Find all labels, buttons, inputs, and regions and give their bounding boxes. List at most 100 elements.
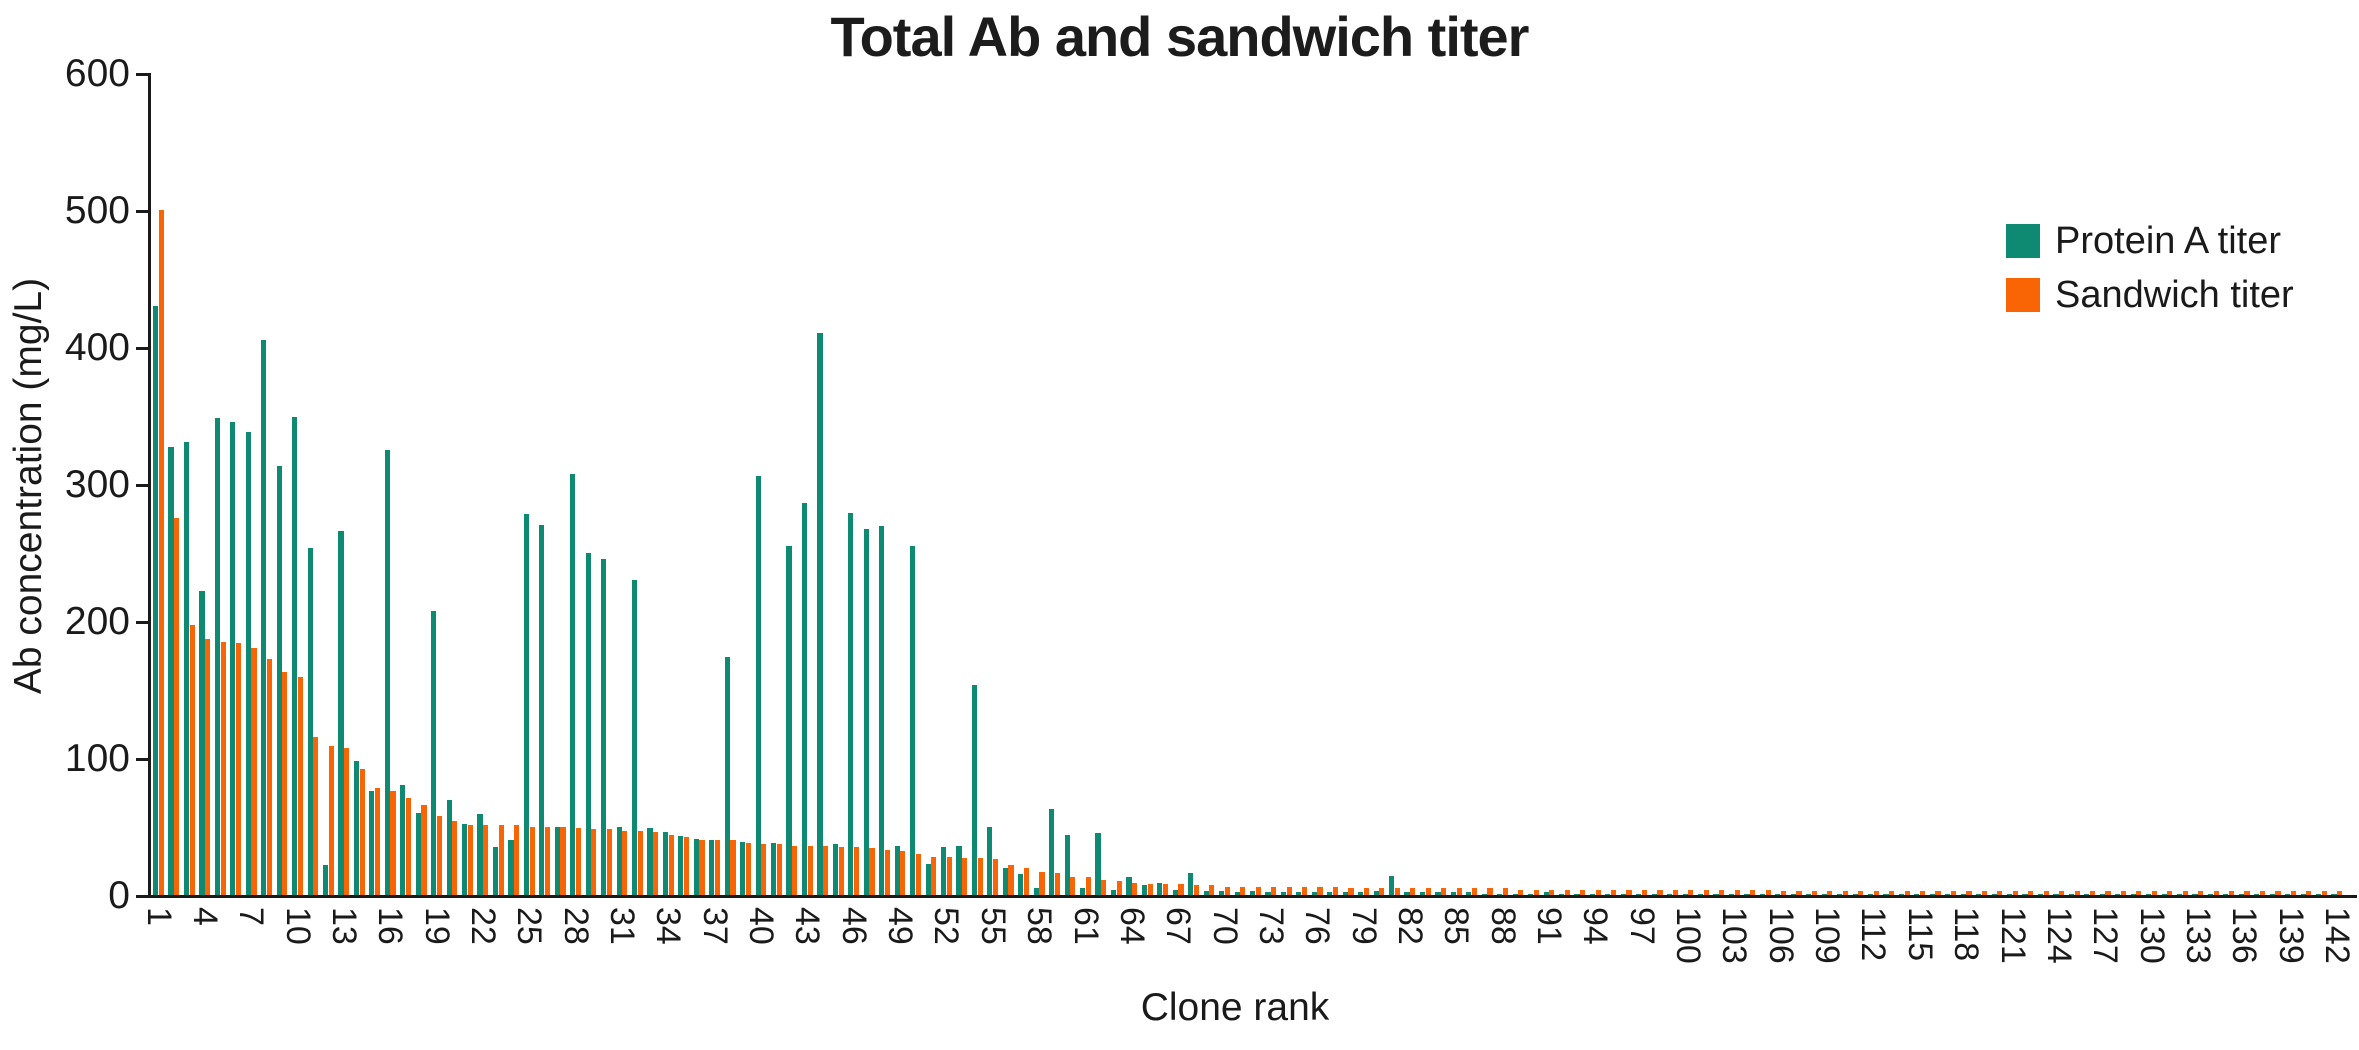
legend-item-sandwich: Sandwich titer: [2006, 274, 2294, 316]
bar-sandwich-titer: [1302, 886, 1308, 895]
bar-sandwich-titer: [390, 790, 396, 895]
y-tick: [136, 894, 149, 898]
bar-protein-a-titer: [199, 590, 205, 895]
bar-sandwich-titer: [1688, 889, 1694, 895]
bar-protein-a-titer: [1806, 893, 1812, 895]
y-tick: [136, 757, 149, 761]
bar-sandwich-titer: [405, 797, 412, 895]
y-tick: [136, 483, 149, 487]
x-tick-label: 7: [232, 907, 271, 926]
bar-protein-a-titer: [1280, 892, 1287, 895]
y-tick-label: 500: [64, 189, 130, 232]
bar-protein-a-titer: [647, 827, 653, 895]
bar-sandwich-titer: [1317, 886, 1323, 895]
bar-sandwich-titer: [1626, 889, 1632, 895]
bar-protein-a-titer: [1342, 892, 1348, 895]
bar-protein-a-titer: [1018, 874, 1024, 895]
bar-protein-a-titer: [1759, 893, 1765, 895]
x-tick-label: 85: [1437, 907, 1476, 945]
bar-sandwich-titer: [1332, 886, 1339, 895]
bar-protein-a-titer: [1605, 893, 1611, 895]
bar-protein-a-titer: [1929, 893, 1935, 895]
bar-sandwich-titer: [622, 830, 628, 895]
bar-sandwich-titer: [884, 849, 891, 895]
bar-sandwich-titer: [1132, 882, 1138, 895]
bar-protein-a-titer: [1404, 892, 1410, 895]
sandwich-swatch-icon: [2006, 278, 2040, 312]
x-tick-label: 52: [927, 907, 966, 945]
bar-protein-a-titer: [1481, 893, 1487, 895]
bar-sandwich-titer: [1981, 890, 1987, 895]
x-tick-label: 31: [603, 907, 641, 945]
y-axis-line: [148, 73, 151, 897]
bar-sandwich-titer: [266, 659, 273, 895]
bar-protein-a-titer: [230, 422, 236, 895]
x-tick-label: 139: [2271, 907, 2310, 964]
bar-sandwich-titer: [807, 845, 813, 895]
x-tick-label: 130: [2132, 907, 2171, 964]
bar-protein-a-titer: [1976, 893, 1982, 895]
bar-sandwich-titer: [1178, 884, 1184, 895]
bar-sandwich-titer: [1672, 889, 1678, 895]
x-tick-label: 127: [2086, 907, 2125, 964]
bar-protein-a-titer: [2269, 893, 2275, 895]
bar-sandwich-titer: [1827, 890, 1833, 895]
bar-protein-a-titer: [1667, 893, 1673, 895]
bar-sandwich-titer: [1471, 888, 1478, 895]
bar-protein-a-titer: [2223, 893, 2229, 895]
bar-protein-a-titer: [2207, 893, 2214, 895]
y-tick: [136, 620, 149, 624]
bar-sandwich-titer: [1348, 888, 1354, 895]
bar-protein-a-titer: [2115, 893, 2121, 895]
bar-sandwich-titer: [1873, 890, 1879, 895]
bar-sandwich-titer: [1224, 886, 1230, 895]
bar-protein-a-titer: [894, 845, 900, 895]
bar-sandwich-titer: [1441, 888, 1447, 895]
bar-sandwich-titer: [1549, 889, 1555, 895]
bar-protein-a-titer: [693, 838, 699, 895]
x-tick-label: 103: [1715, 907, 1754, 964]
bar-protein-a-titer: [771, 842, 777, 895]
bar-protein-a-titer: [1389, 875, 1395, 895]
bar-protein-a-titer: [2084, 893, 2090, 895]
bar-protein-a-titer: [168, 447, 174, 895]
x-axis-line: [148, 895, 2357, 898]
legend: Protein A titer Sandwich titer: [2006, 220, 2294, 316]
bar-protein-a-titer: [1837, 893, 1843, 895]
x-tick-label: 22: [463, 907, 502, 945]
bar-sandwich-titer: [1997, 890, 2003, 895]
bar-sandwich-titer: [1950, 890, 1957, 895]
bar-protein-a-titer: [1945, 893, 1951, 895]
bar-protein-a-titer: [1327, 892, 1333, 895]
bar-protein-a-titer: [2254, 893, 2260, 895]
bar-protein-a-titer: [616, 826, 622, 895]
bar-sandwich-titer: [1394, 888, 1400, 895]
bar-sandwich-titer: [2321, 890, 2327, 895]
bar-sandwich-titer: [498, 825, 504, 895]
bar-sandwich-titer: [251, 648, 257, 895]
bar-protein-a-titer: [2146, 893, 2152, 895]
bar-protein-a-titer: [369, 790, 375, 895]
x-tick-label: 79: [1344, 907, 1383, 945]
bar-protein-a-titer: [1358, 892, 1364, 895]
bar-protein-a-titer: [1728, 893, 1735, 895]
x-tick-label: 82: [1390, 907, 1429, 945]
bar-protein-a-titer: [832, 844, 838, 895]
bar-sandwich-titer: [2198, 890, 2204, 895]
bar-sandwich-titer: [1085, 877, 1091, 895]
x-tick-label-wrap: 142: [2318, 907, 2359, 964]
bar-protein-a-titer: [477, 814, 483, 895]
bar-sandwich-titer: [1780, 890, 1787, 895]
bar-sandwich-titer: [421, 804, 427, 895]
bar-protein-a-titer: [1790, 893, 1796, 895]
bar-sandwich-titer: [1502, 888, 1509, 895]
bar-protein-a-titer: [1558, 893, 1565, 895]
bar-protein-a-titer: [879, 526, 885, 895]
bar-protein-a-titer: [755, 475, 761, 895]
bar-protein-a-titer: [400, 785, 406, 895]
bar-sandwich-titer: [1564, 889, 1570, 895]
bar-sandwich-titer: [2290, 890, 2296, 895]
bar-sandwich-titer: [313, 737, 319, 895]
bar-sandwich-titer: [1842, 890, 1848, 895]
